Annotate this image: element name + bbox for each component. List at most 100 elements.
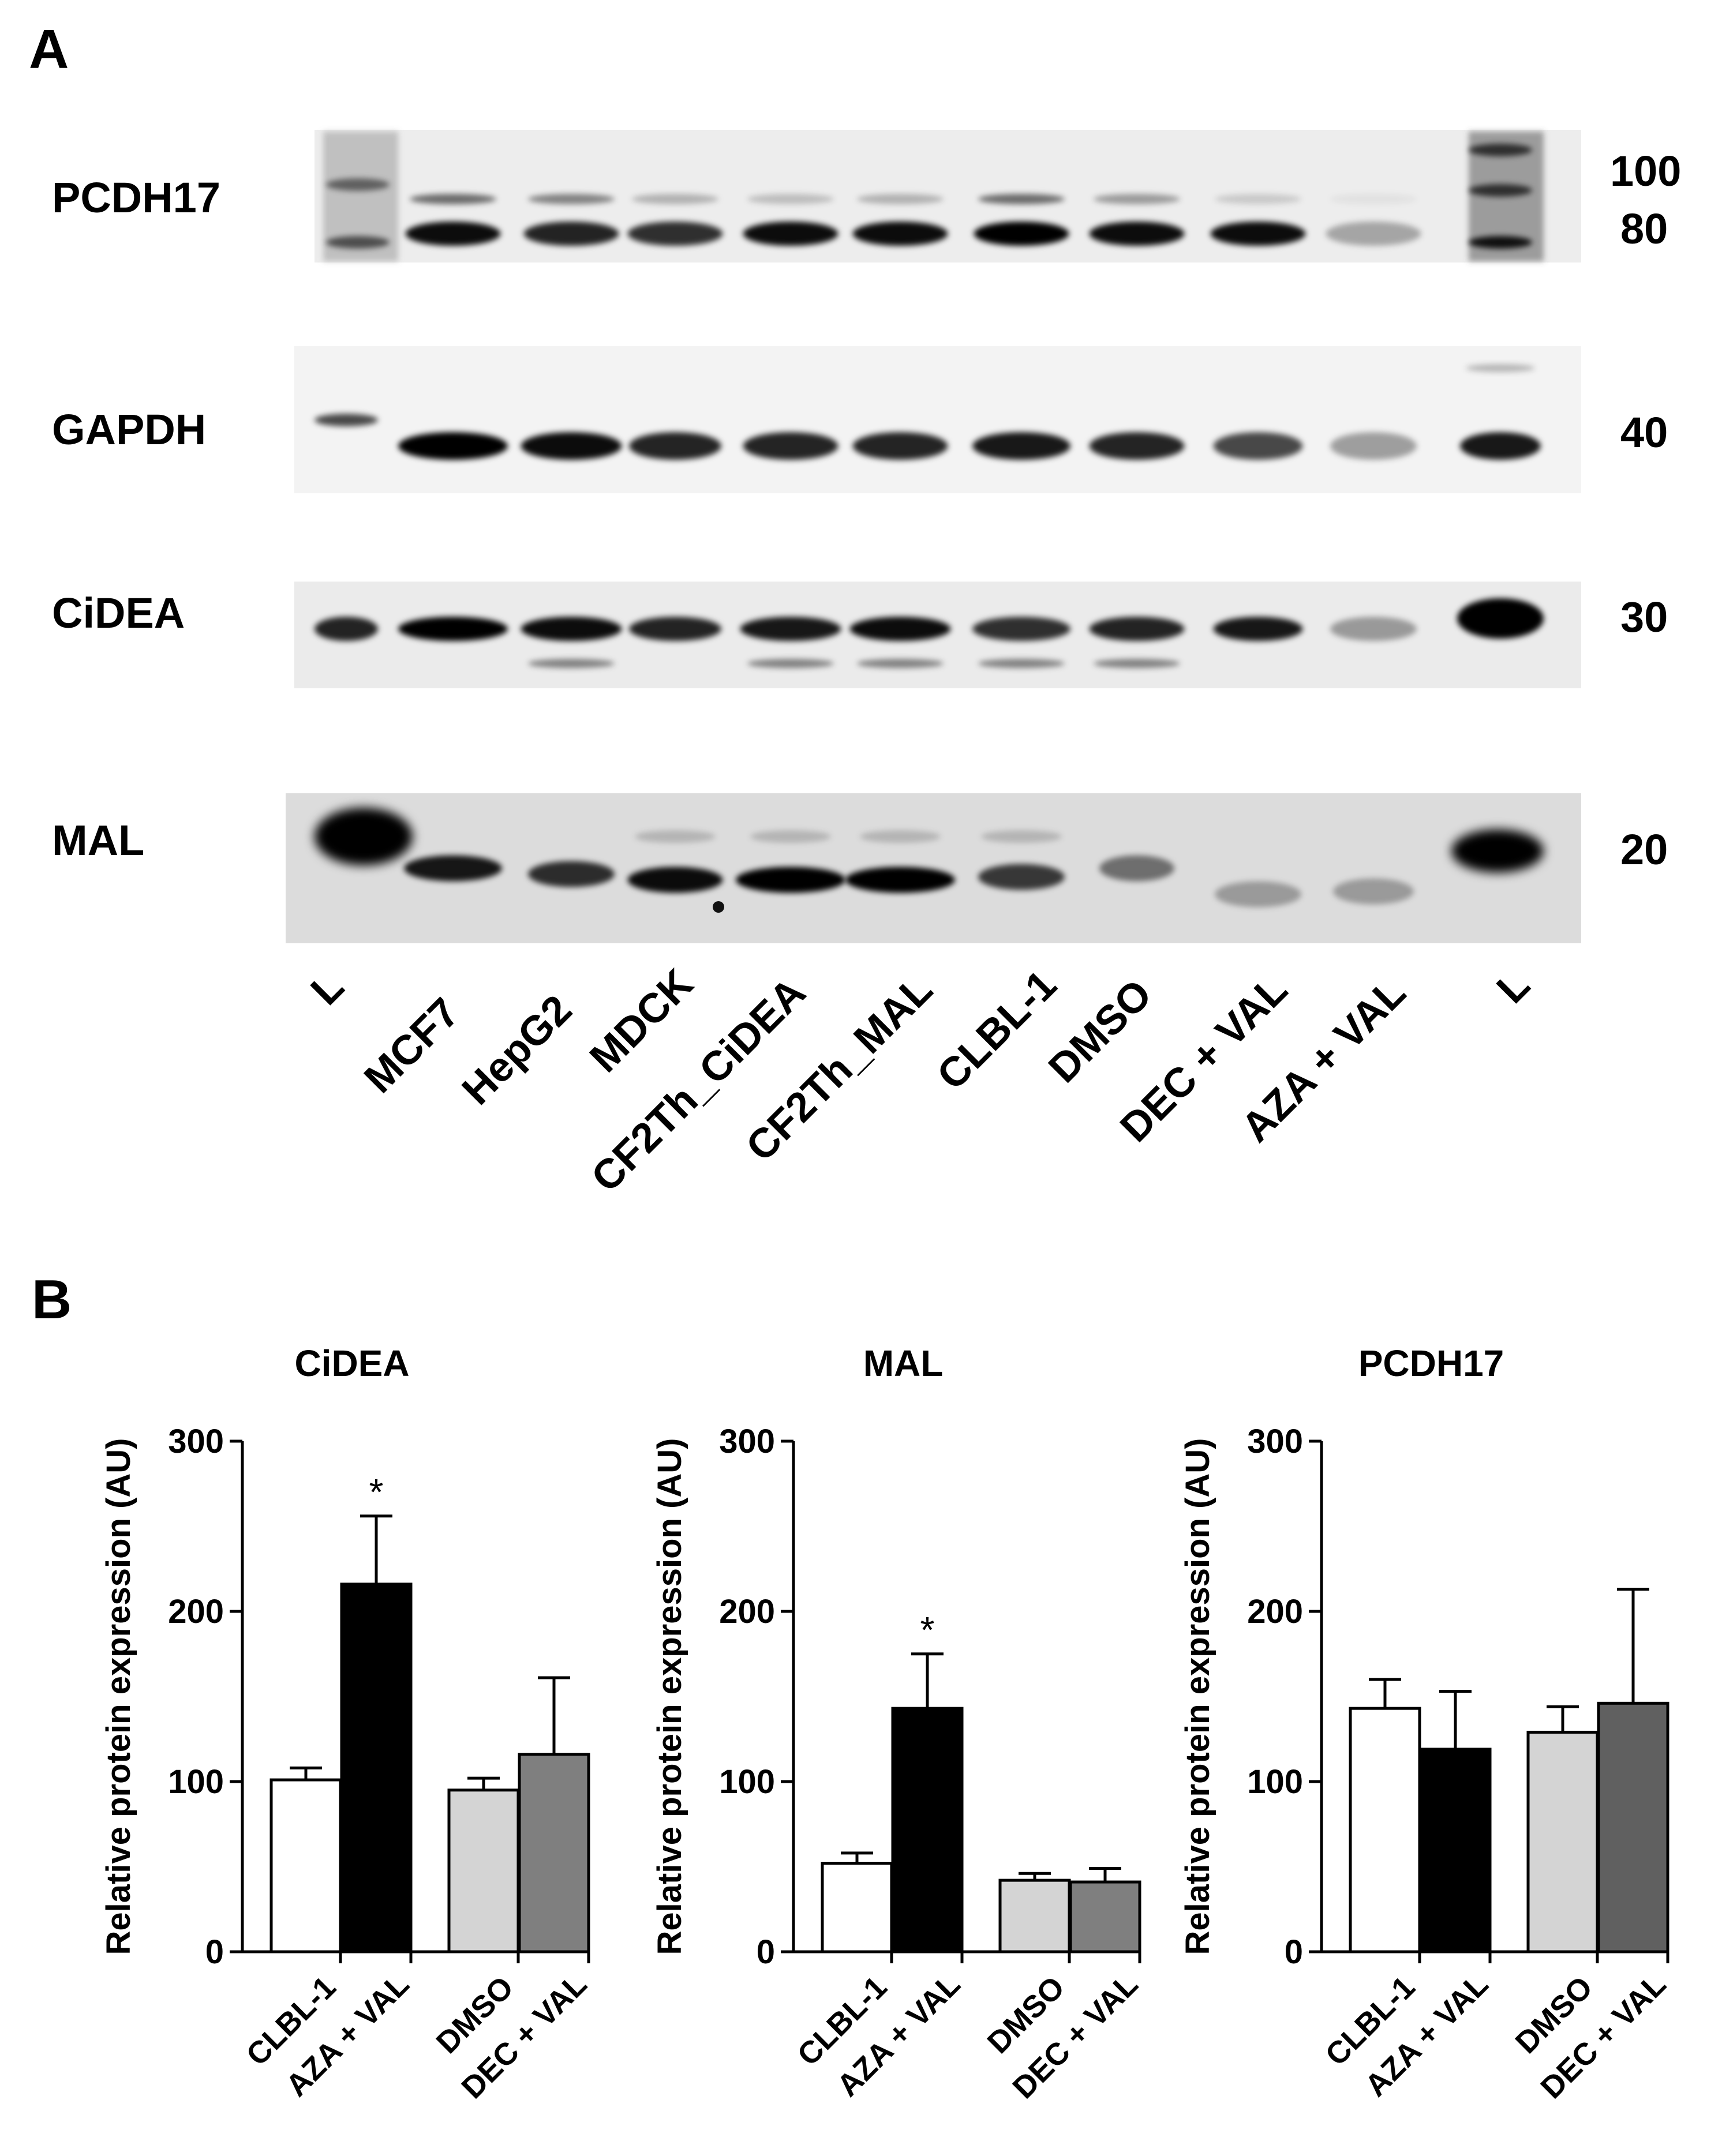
blot-band — [1457, 598, 1544, 639]
blot-band — [632, 194, 718, 204]
panel-a-label: A — [29, 18, 69, 80]
blot-band — [736, 867, 845, 893]
blot-band — [1215, 881, 1301, 908]
blot-strip-gapdh — [294, 346, 1581, 493]
blot-band — [1326, 222, 1421, 246]
lane-label: HepG2 — [454, 987, 581, 1114]
y-axis-label: Relative protein expression (AU) — [100, 1438, 137, 1955]
blot-band — [974, 222, 1069, 246]
blot-band — [852, 432, 948, 460]
blot-band — [972, 617, 1070, 641]
blot-band — [1094, 659, 1180, 668]
blot-band — [849, 617, 951, 641]
blot-band — [521, 432, 622, 460]
y-tick-label: 200 — [719, 1593, 775, 1630]
blot-band — [750, 830, 831, 843]
blot-strip-pcdh17 — [315, 130, 1581, 263]
blot-band — [1089, 222, 1185, 246]
y-tick-label: 0 — [757, 1933, 775, 1971]
y-tick-label: 300 — [1247, 1423, 1303, 1460]
bar — [821, 1862, 893, 1953]
blot-band — [326, 178, 390, 191]
blot-band — [629, 432, 721, 460]
blot-band — [1330, 194, 1417, 204]
blot-band — [398, 432, 508, 460]
blot-band — [528, 861, 615, 887]
marker-40: 40 — [1620, 408, 1668, 456]
blot-band — [635, 830, 716, 843]
blot-band — [747, 659, 834, 668]
significance-marker: * — [920, 1609, 935, 1651]
blot-label-cidea: CiDEA — [52, 589, 185, 637]
lane-label: CLBL-1 — [929, 962, 1066, 1099]
blot-band — [315, 617, 378, 641]
blot-band — [857, 194, 944, 204]
y-tick-label: 0 — [205, 1933, 224, 1971]
blot-spot — [713, 901, 724, 913]
blot-band — [410, 194, 496, 204]
y-tick-label: 300 — [168, 1423, 224, 1460]
lane-label: MDCK — [581, 961, 702, 1081]
blot-label-gapdh: GAPDH — [52, 406, 206, 453]
chart-cidea: CiDEA Relative protein expression (AU) 0 10… — [100, 1343, 593, 2105]
bar — [891, 1707, 964, 1953]
blot-band — [857, 659, 944, 668]
bar — [1069, 1880, 1141, 1953]
marker-30: 30 — [1620, 593, 1668, 641]
bar — [518, 1753, 590, 1953]
blot-band — [1469, 236, 1532, 249]
bar — [447, 1788, 520, 1953]
blot-strip-mal — [286, 793, 1581, 943]
blot-band — [404, 855, 502, 882]
blot-band — [1213, 617, 1303, 641]
blot-band — [528, 659, 615, 668]
lane-label: CF2Th_CiDEA — [583, 969, 815, 1201]
lane-label: L — [1488, 962, 1539, 1013]
blot-band — [528, 194, 615, 204]
blot-band — [326, 236, 390, 249]
blot-label-mal: MAL — [52, 816, 144, 864]
blot-band — [1089, 432, 1185, 460]
blot-band — [523, 222, 619, 246]
y-tick-label: 200 — [168, 1593, 224, 1630]
y-tick-label: 100 — [719, 1763, 775, 1801]
blot-band — [743, 222, 838, 246]
blot-band — [315, 808, 413, 865]
blot-band — [405, 222, 501, 246]
blot-band — [1460, 432, 1541, 460]
chart-mal: MAL Relative protein expression (AU) 0 100 2… — [651, 1343, 1144, 2105]
y-axis-label: Relative protein expression (AU) — [651, 1438, 688, 1955]
blot-band — [747, 194, 834, 204]
blot-band — [972, 432, 1070, 460]
blot-band — [852, 222, 948, 246]
blot-band — [860, 830, 941, 843]
bar — [340, 1583, 413, 1953]
lane-label: MCF7 — [355, 989, 468, 1102]
blot-band — [978, 659, 1065, 668]
blot-band — [398, 617, 508, 641]
blot-band — [629, 617, 721, 641]
blot-band — [1210, 222, 1306, 246]
blot-band — [1089, 617, 1185, 641]
bar — [269, 1778, 342, 1953]
bar — [1349, 1707, 1421, 1953]
blot-band — [1215, 194, 1301, 204]
blot-band — [1094, 194, 1180, 204]
blot-band — [521, 617, 622, 641]
chart-title: MAL — [863, 1343, 944, 1384]
blot-band — [315, 414, 378, 426]
blot-label-pcdh17: PCDH17 — [52, 174, 220, 222]
marker-100: 100 — [1610, 147, 1681, 195]
y-axis-label: Relative protein expression (AU) — [1179, 1438, 1216, 1955]
y-tick-label: 100 — [168, 1763, 224, 1801]
blot-band — [1469, 144, 1532, 156]
blot-band — [1466, 364, 1535, 372]
blot-band — [1099, 855, 1174, 882]
blot-band — [1451, 829, 1544, 873]
blot-band — [978, 194, 1065, 204]
y-tick-label: 0 — [1285, 1933, 1303, 1971]
y-tick-label: 200 — [1247, 1593, 1303, 1630]
blot-band — [1213, 432, 1303, 460]
